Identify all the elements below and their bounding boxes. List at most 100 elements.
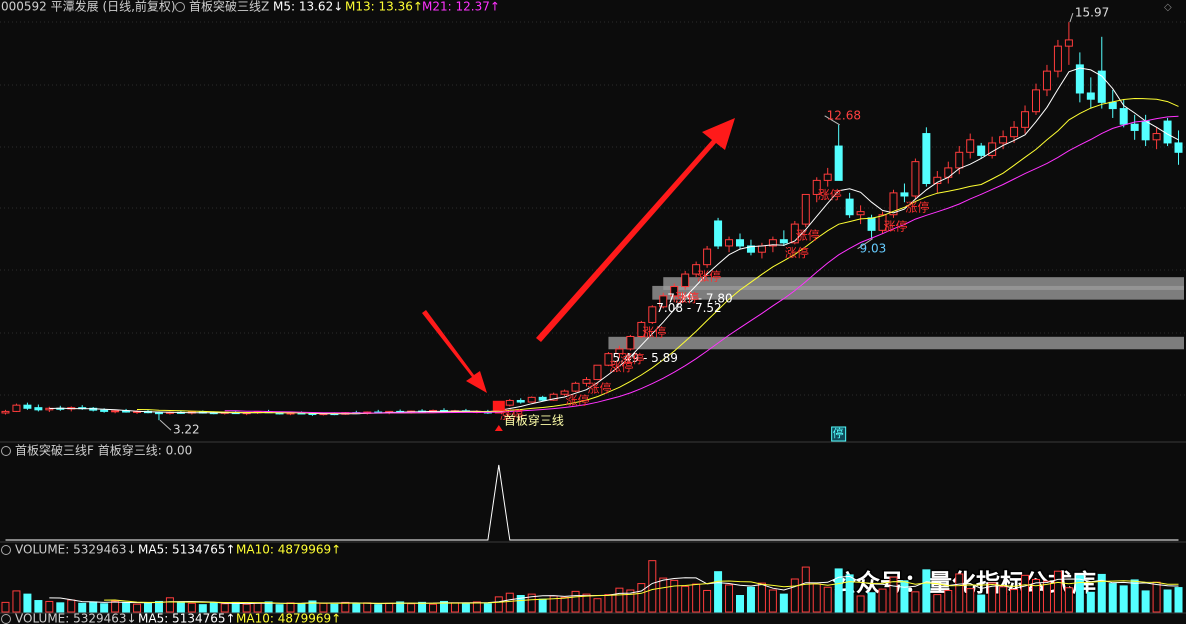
volume-bar [626, 589, 635, 613]
icon: ◇ [1164, 2, 1172, 13]
limit-up-label: 涨停 [818, 187, 842, 202]
candle-body [516, 399, 525, 403]
volume-bar [429, 603, 438, 613]
volume-bar [407, 603, 416, 613]
volume-bar [187, 602, 196, 613]
price-label: 12.68 [827, 108, 861, 122]
candle-body [955, 151, 964, 169]
volume-bar [955, 573, 964, 613]
volume-bar [483, 603, 492, 613]
volume-bar [922, 569, 931, 613]
candle-body [1119, 108, 1128, 125]
candle-body [966, 139, 975, 153]
indicator-line [5, 464, 1179, 541]
candle-body [1064, 39, 1073, 47]
candle-body [1097, 70, 1106, 103]
candle-body [659, 295, 668, 308]
volume-average-line [49, 575, 1179, 605]
candle-body [571, 382, 580, 392]
price-label: 15.97 [1075, 6, 1109, 20]
icon [175, 2, 185, 12]
volume-bar [681, 585, 690, 613]
volume-bar [363, 602, 372, 613]
zone-band [652, 285, 1184, 300]
indicator-name: 首板突破三线Z [189, 0, 269, 14]
limit-up-label: 涨停 [587, 381, 611, 396]
volume-bar [834, 568, 843, 613]
candle-body [1086, 92, 1095, 100]
candle-body [604, 353, 613, 366]
volume-bar [582, 593, 591, 613]
volume-bar [242, 603, 251, 613]
volume-average-line [104, 580, 1179, 604]
volume-bar [472, 601, 481, 613]
candle-body [757, 245, 766, 253]
volume-bar [440, 600, 448, 613]
candle-body [648, 306, 657, 323]
volume-bar [1010, 589, 1019, 613]
candle-body [582, 379, 591, 384]
volume-bar [198, 604, 207, 613]
limit-up-label: 涨停 [609, 359, 633, 374]
volume-bar [330, 603, 339, 613]
candle-body [1032, 89, 1040, 113]
candle-body [1010, 126, 1019, 138]
volume-bar [505, 592, 514, 613]
volume-bar [461, 602, 470, 613]
volume-bar [801, 566, 810, 613]
ma-label: M21: 12.37↑ [422, 0, 500, 14]
volume-bar [1108, 583, 1117, 613]
limit-up-label: 涨停 [500, 407, 524, 422]
volume-bar [999, 586, 1008, 613]
moving-average-line [224, 115, 1179, 414]
volume-bar [1, 601, 10, 613]
volume-bar [264, 601, 273, 613]
candle-body [692, 264, 701, 275]
price-label: 9.03 [860, 241, 887, 255]
panel-title: 首板突破三线F 首板穿三线: 0.00 [15, 443, 192, 458]
candle-body [681, 273, 690, 288]
volume-bar [648, 560, 657, 613]
limit-up-label: 涨停 [566, 393, 590, 408]
volume-bar [856, 595, 865, 613]
volume-bar [670, 579, 679, 613]
candle-body [670, 286, 679, 297]
volume-bar [527, 593, 536, 613]
stop-box [831, 426, 847, 442]
candle-body [615, 348, 624, 355]
volume-bar [790, 578, 799, 613]
candle-body [527, 396, 536, 403]
candle-body [100, 409, 109, 412]
candle-body [111, 410, 120, 413]
price-pointer [1069, 12, 1074, 23]
volume-bar [45, 600, 54, 613]
volume-bar [911, 591, 920, 613]
volume-bar [374, 604, 383, 613]
candle-body [878, 214, 887, 231]
volume-bar [823, 586, 832, 613]
candle-body [999, 136, 1008, 144]
volume-bar [1119, 585, 1128, 613]
candle-body [1174, 142, 1183, 153]
volume-bar [450, 602, 459, 613]
candle-body [867, 217, 876, 231]
candle-body [12, 404, 21, 412]
volume-bar [1053, 570, 1062, 613]
ma-label: M5: 13.62↓ [273, 0, 343, 14]
candle-body [922, 133, 931, 185]
volume-bar [659, 577, 668, 613]
volume-bar [1064, 587, 1073, 613]
candle-body [538, 396, 547, 401]
candle-body [889, 192, 898, 216]
symbol-title: 000592 平潭发展 (日线,前复权) [1, 0, 176, 14]
candle-body [626, 335, 635, 350]
candle-body [911, 161, 920, 197]
volume-header: MA10: 4879969↑ [236, 543, 341, 557]
volume-bar [966, 588, 975, 613]
volume-bar [34, 600, 43, 613]
volume-header: MA5: 5134765↑ [138, 612, 236, 624]
candle-body [1130, 123, 1139, 131]
big-arrow [536, 118, 735, 342]
